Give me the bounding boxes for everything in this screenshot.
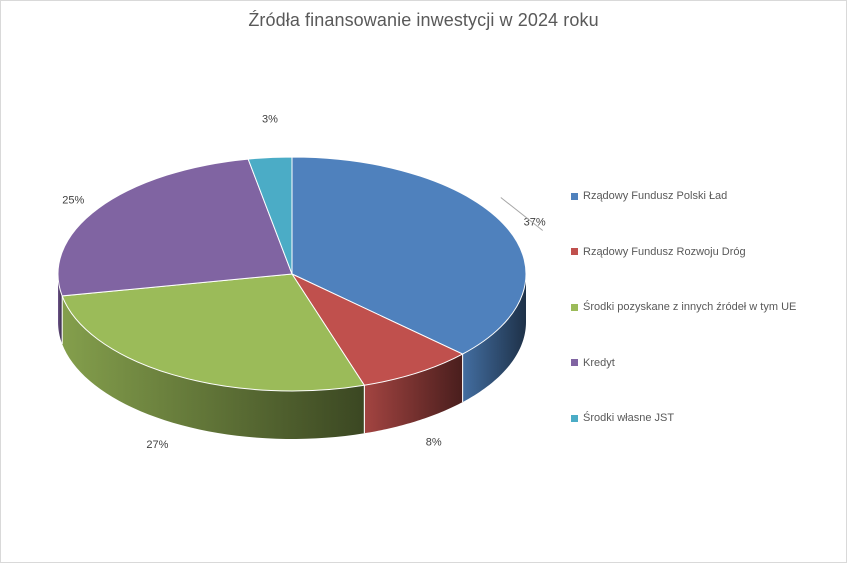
legend-item-s-rodki-w-asne-jst[interactable]: Środki własne JST xyxy=(571,412,674,424)
pie-slices xyxy=(57,156,527,392)
data-label-rza-dowy-fundusz-rozwoju-dro-g: 8% xyxy=(426,437,442,449)
pie-slice-rza-dowy-fundusz-rozwoju-dro-g[interactable] xyxy=(290,272,464,386)
pie-slice-s-rodki-pozyskane-z-innych-z-ro-de-w-tym-ue[interactable] xyxy=(61,273,366,392)
data-label-s-rodki-pozyskane-z-innych-z-ro-de-w-tym-ue: 27% xyxy=(146,439,168,451)
pie-slice-rza-dowy-fundusz-polski-ad[interactable] xyxy=(291,156,527,355)
pie-sides xyxy=(58,274,526,439)
legend-label: Rządowy Fundusz Rozwoju Dróg xyxy=(583,245,746,258)
legend-label: Rządowy Fundusz Polski Ład xyxy=(583,190,728,202)
legend-item-rza-dowy-fundusz-polski-ad[interactable]: Rządowy Fundusz Polski Ład xyxy=(571,190,727,202)
leader-line xyxy=(500,197,544,231)
legend-item-rza-dowy-fundusz-rozwoju-dro-g[interactable]: Rządowy Fundusz Rozwoju Dróg xyxy=(571,246,746,258)
legend-label: Środki własne JST xyxy=(583,412,675,424)
pie-side-rza-dowy-fundusz-rozwoju-dro-g xyxy=(364,354,463,434)
legend-item-s-rodki-pozyskane-z-innych-z-ro-de-w-tym-ue[interactable]: Środki pozyskane z innych źródeł w tym U… xyxy=(571,301,796,313)
legend-swatch xyxy=(571,414,578,422)
data-label-kredyt: 25% xyxy=(62,195,84,207)
chart-title: Źródła finansowanie inwestycji w 2024 ro… xyxy=(248,10,599,30)
pie-side-s-rodki-pozyskane-z-innych-z-ro-de-w-tym-ue xyxy=(62,295,365,439)
pie-slice-kredyt[interactable] xyxy=(57,158,293,297)
legend-swatch xyxy=(571,192,578,200)
legend-label: Środki pozyskane z innych źródeł w tym U… xyxy=(583,301,797,313)
legend-swatch xyxy=(571,359,578,366)
data-label-s-rodki-w-asne-jst: 3% xyxy=(262,114,278,126)
pie-slice-s-rodki-w-asne-jst[interactable] xyxy=(247,156,293,275)
legend-label: Kredyt xyxy=(583,356,615,369)
legend-item-kredyt[interactable]: Kredyt xyxy=(571,357,615,369)
legend-swatch xyxy=(571,303,578,311)
pie-side-rza-dowy-fundusz-polski-ad xyxy=(462,274,526,403)
pie-data-labels: 37%8%27%25%3% xyxy=(62,114,546,451)
pie-side-kredyt xyxy=(58,274,63,344)
legend-swatch xyxy=(571,248,578,255)
